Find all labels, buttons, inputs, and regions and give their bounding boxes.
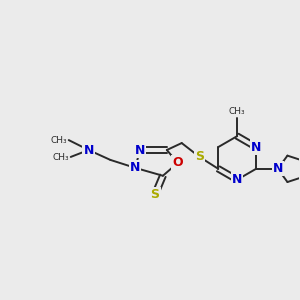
Text: S: S — [151, 188, 160, 201]
Text: CH₃: CH₃ — [52, 153, 69, 162]
Text: N: N — [135, 143, 145, 157]
Text: N: N — [232, 173, 242, 186]
Text: CH₃: CH₃ — [229, 107, 245, 116]
Text: O: O — [172, 156, 183, 170]
Text: CH₃: CH₃ — [50, 136, 67, 145]
Text: N: N — [273, 162, 283, 175]
Text: S: S — [195, 150, 204, 164]
Text: N: N — [83, 143, 94, 157]
Text: N: N — [130, 161, 140, 174]
Text: N: N — [251, 140, 261, 154]
